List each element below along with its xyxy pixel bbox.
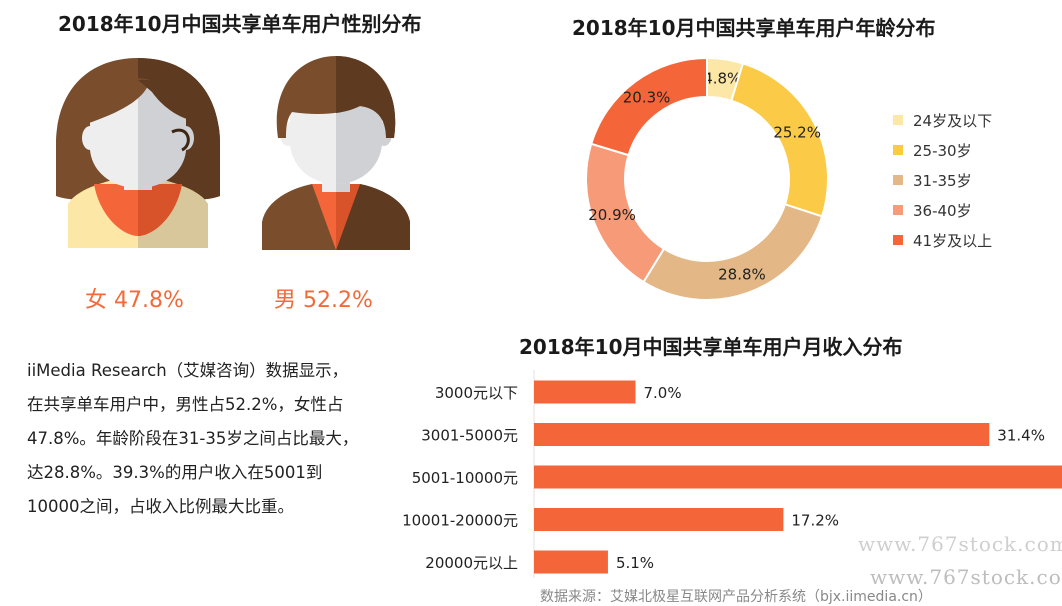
slice-value-label: 25.2%: [773, 123, 821, 141]
bar-value-label: 31.4%: [997, 427, 1045, 445]
slice-value-label: 28.8%: [718, 265, 766, 283]
female-percentage-label: 女 47.8%: [85, 288, 184, 313]
slice-value-label: 4.8%: [703, 70, 741, 88]
age-chart-title: 2018年10月中国共享单车用户年龄分布: [572, 16, 936, 40]
income-bar: [534, 550, 608, 574]
category-label: 3001-5000元: [421, 427, 518, 445]
watermark-text: www.767stock.com: [870, 565, 1062, 589]
legend-item: 31-35岁: [893, 165, 992, 195]
income-bar: [534, 508, 784, 531]
income-bar: [534, 380, 636, 404]
summary-line: 在共享单车用户中，男性占52.2%，女性占: [27, 395, 344, 414]
income-chart-title: 2018年10月中国共享单车用户月收入分布: [519, 335, 903, 359]
category-label: 3000元以下: [435, 384, 518, 402]
legend-item: 24岁及以下: [893, 105, 992, 135]
category-label: 20000元以上: [425, 554, 518, 572]
slice-value-label: 20.9%: [588, 206, 636, 224]
male-percentage-label: 男 52.2%: [274, 288, 373, 313]
donut-slice: [589, 56, 708, 157]
category-label: 10001-20000元: [402, 512, 518, 530]
bar-value-label: 5.1%: [616, 554, 654, 572]
legend-label: 24岁及以下: [913, 111, 993, 130]
watermark-text: www.767stock.com: [858, 532, 1062, 556]
summary-line: 10000之间，占收入比例最大比重。: [27, 497, 294, 516]
male-avatar-icon: [262, 56, 410, 250]
summary-line: iiMedia Research（艾媒咨询）数据显示，: [27, 361, 349, 380]
age-legend: 24岁及以下 25-30岁 31-35岁 36-40岁 41岁及以上: [893, 105, 992, 255]
income-bar: [534, 423, 990, 446]
gender-chart-title: 2018年10月中国共享单车用户性别分布: [58, 12, 422, 36]
bar-value-label: 7.0%: [644, 384, 682, 402]
legend-item: 36-40岁: [893, 195, 992, 225]
income-bar-chart: 3000元以下7.0%3001-5000元31.4%5001-10000元39.…: [402, 370, 1062, 578]
legend-label: 31-35岁: [913, 171, 972, 190]
legend-swatch: [893, 175, 903, 185]
legend-swatch: [893, 205, 903, 215]
bar-value-label: 17.2%: [791, 512, 839, 530]
summary-text: iiMedia Research（艾媒咨询）数据显示， 在共享单车用户中，男性占…: [27, 354, 387, 524]
age-donut-chart: 4.8% 25.2% 28.8% 20.9% 20.3%: [585, 56, 829, 301]
female-avatar-icon: [56, 58, 220, 248]
legend-item: 41岁及以上: [893, 225, 992, 255]
category-label: 5001-10000元: [412, 469, 518, 487]
summary-line: 47.8%。年龄阶段在31-35岁之间占比最大，: [27, 429, 359, 448]
legend-label: 36-40岁: [913, 201, 972, 220]
slice-value-label: 20.3%: [623, 88, 671, 106]
income-bar: [534, 465, 1062, 489]
legend-swatch: [893, 115, 903, 125]
legend-label: 25-30岁: [913, 141, 972, 160]
legend-swatch: [893, 145, 903, 155]
legend-item: 25-30岁: [893, 135, 992, 165]
donut-slice: [642, 203, 824, 301]
legend-swatch: [893, 235, 903, 245]
summary-line: 达28.8%。39.3%的用户收入在5001到: [27, 463, 323, 482]
legend-label: 41岁及以上: [913, 231, 993, 250]
source-note: 数据来源：艾媒北极星互联网产品分析系统（bjx.iimedia.cn）: [540, 589, 932, 605]
